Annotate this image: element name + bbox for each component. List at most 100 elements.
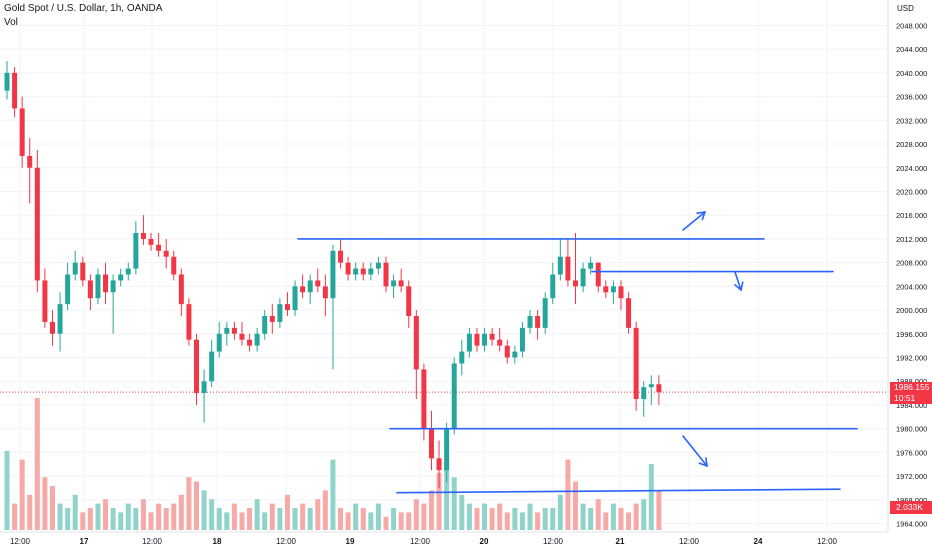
volume-bar xyxy=(466,503,472,530)
volume-bar xyxy=(194,481,199,530)
price-tick-label: 1972.000 xyxy=(896,472,927,481)
candle-body xyxy=(27,155,33,168)
breakout-up-arrow[interactable] xyxy=(682,211,706,231)
candle xyxy=(87,274,93,311)
breakdown-down-arrow-head xyxy=(740,281,744,291)
candle-body xyxy=(368,268,374,275)
volume-bar xyxy=(512,508,518,530)
candle xyxy=(140,215,146,245)
volume-bar xyxy=(72,494,78,530)
candle xyxy=(413,310,419,400)
price-tick-label: 2032.000 xyxy=(896,116,927,125)
price-tick-label: 1968.000 xyxy=(896,496,927,505)
candle xyxy=(542,292,548,334)
volume-bar xyxy=(436,472,442,530)
volume-bar xyxy=(535,512,541,530)
candle-body xyxy=(87,280,93,299)
volume-indicator-label[interactable]: Vol xyxy=(4,17,18,28)
time-tick-label: 17 xyxy=(80,537,89,546)
volume-bar xyxy=(375,503,381,530)
candle xyxy=(171,250,177,281)
volume-bar xyxy=(542,508,548,530)
volume-bar xyxy=(353,503,359,530)
candle-body xyxy=(125,268,131,275)
time-tick-label: 12:00 xyxy=(817,537,838,546)
candle xyxy=(277,298,283,328)
candle xyxy=(4,61,10,100)
candle-body xyxy=(656,384,662,393)
candle xyxy=(148,232,154,251)
drawing-annotations[interactable] xyxy=(297,211,858,494)
candle-body xyxy=(535,316,541,328)
price-tick-label: 1992.000 xyxy=(896,354,927,363)
candle-body xyxy=(12,72,18,109)
volume-bar xyxy=(209,499,215,530)
candle xyxy=(95,268,101,305)
time-axis-ticks[interactable]: 12:00 17 12:00 18 12:00 19 12:00 20 12:00 21 12:00… xyxy=(10,537,838,546)
candle xyxy=(489,327,495,346)
volume-bar xyxy=(489,508,495,530)
candle xyxy=(428,410,434,471)
candle xyxy=(610,280,616,305)
candle xyxy=(330,244,336,370)
volume-bar xyxy=(641,499,647,530)
breakdown-down-arrow-2-head xyxy=(705,457,708,467)
candle-body xyxy=(345,262,351,275)
candle xyxy=(194,333,199,405)
bar-countdown-label: 10:51 xyxy=(890,393,932,404)
volume-bar xyxy=(504,512,510,530)
candle-body xyxy=(588,262,594,269)
candle xyxy=(19,96,25,168)
candle xyxy=(49,310,55,346)
chart-title: Gold Spot / U.S. Dollar, 1h, OANDA xyxy=(4,3,163,14)
candle-body xyxy=(406,286,412,316)
candle-body xyxy=(375,262,381,269)
volume-bar xyxy=(201,490,207,530)
candle-body xyxy=(573,280,578,287)
candle-body xyxy=(80,262,86,281)
price-tick-label: 2036.000 xyxy=(896,93,927,102)
lower-trend-line[interactable] xyxy=(396,488,841,494)
candle xyxy=(72,250,78,281)
volume-bars xyxy=(4,398,662,530)
candle-body xyxy=(580,268,586,287)
candle xyxy=(284,292,290,316)
candle-body xyxy=(474,333,480,346)
price-axis-background xyxy=(888,0,932,532)
price-tick-label: 2012.000 xyxy=(896,235,927,244)
volume-bar xyxy=(391,508,397,530)
candle xyxy=(269,304,275,334)
volume-bar xyxy=(451,477,457,530)
candle xyxy=(641,381,647,417)
candle xyxy=(300,274,306,299)
candle xyxy=(497,327,503,352)
volume-bar xyxy=(133,508,139,530)
candle-body xyxy=(224,327,230,334)
candle-body xyxy=(103,274,109,293)
price-axis-ticks[interactable]: USD 2048.000 2044.000 2040.000 2036.000 2032.… xyxy=(896,4,927,529)
time-tick-label: 12:00 xyxy=(543,537,564,546)
candle xyxy=(178,268,184,316)
candle xyxy=(133,221,139,275)
price-tick-label: 2004.000 xyxy=(896,282,927,291)
candle xyxy=(391,274,397,299)
candle-body xyxy=(512,351,518,358)
volume-bar xyxy=(186,477,192,530)
volume-bar xyxy=(156,503,162,530)
candle xyxy=(103,262,109,305)
candle-body xyxy=(231,327,237,334)
candle-body xyxy=(610,286,616,293)
candle-body xyxy=(156,244,162,251)
volume-bar xyxy=(110,508,116,530)
volume-bar xyxy=(284,494,290,530)
candle xyxy=(247,333,253,352)
volume-bar xyxy=(565,459,571,530)
volume-bar xyxy=(648,464,654,530)
breakdown-down-arrow[interactable] xyxy=(734,271,742,291)
volume-bar xyxy=(474,508,480,530)
time-tick-label: 12:00 xyxy=(679,537,700,546)
breakdown-down-arrow-2[interactable] xyxy=(682,435,708,467)
candle xyxy=(512,345,518,364)
volume-bar xyxy=(231,503,237,530)
